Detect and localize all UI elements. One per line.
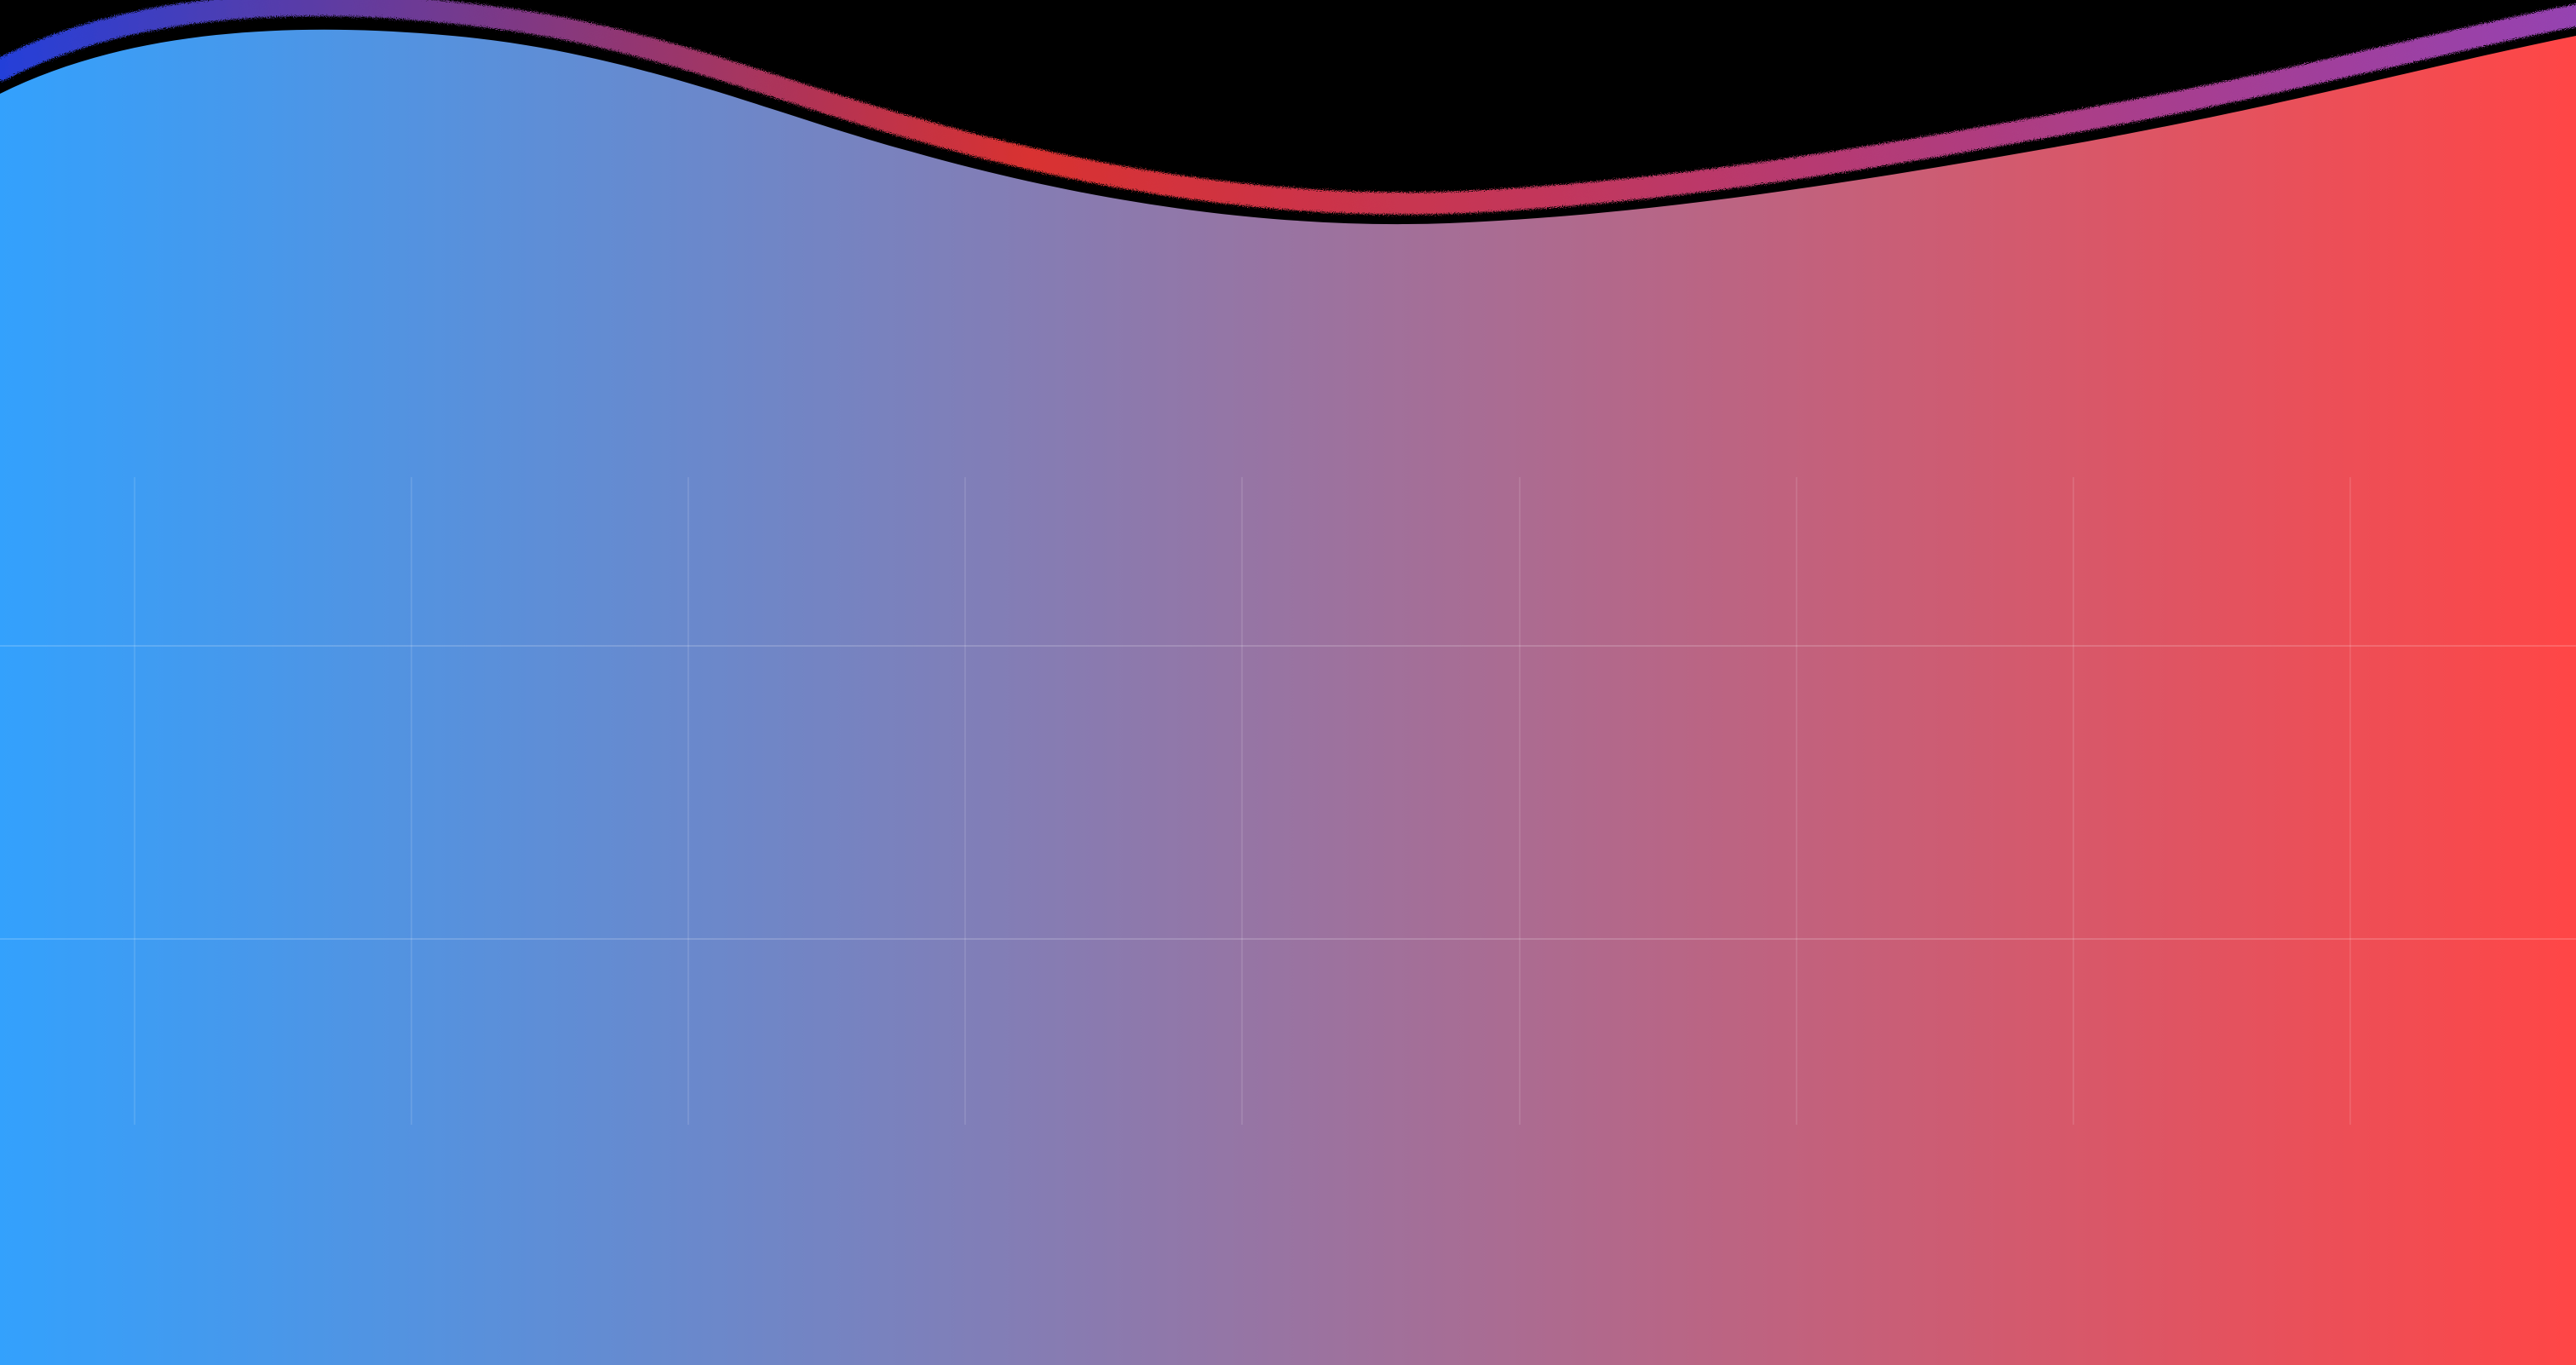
- wave-edge-glow: [0, 0, 2576, 215]
- wave-fill: [0, 29, 2576, 1365]
- grid-overlay: [0, 477, 2576, 1125]
